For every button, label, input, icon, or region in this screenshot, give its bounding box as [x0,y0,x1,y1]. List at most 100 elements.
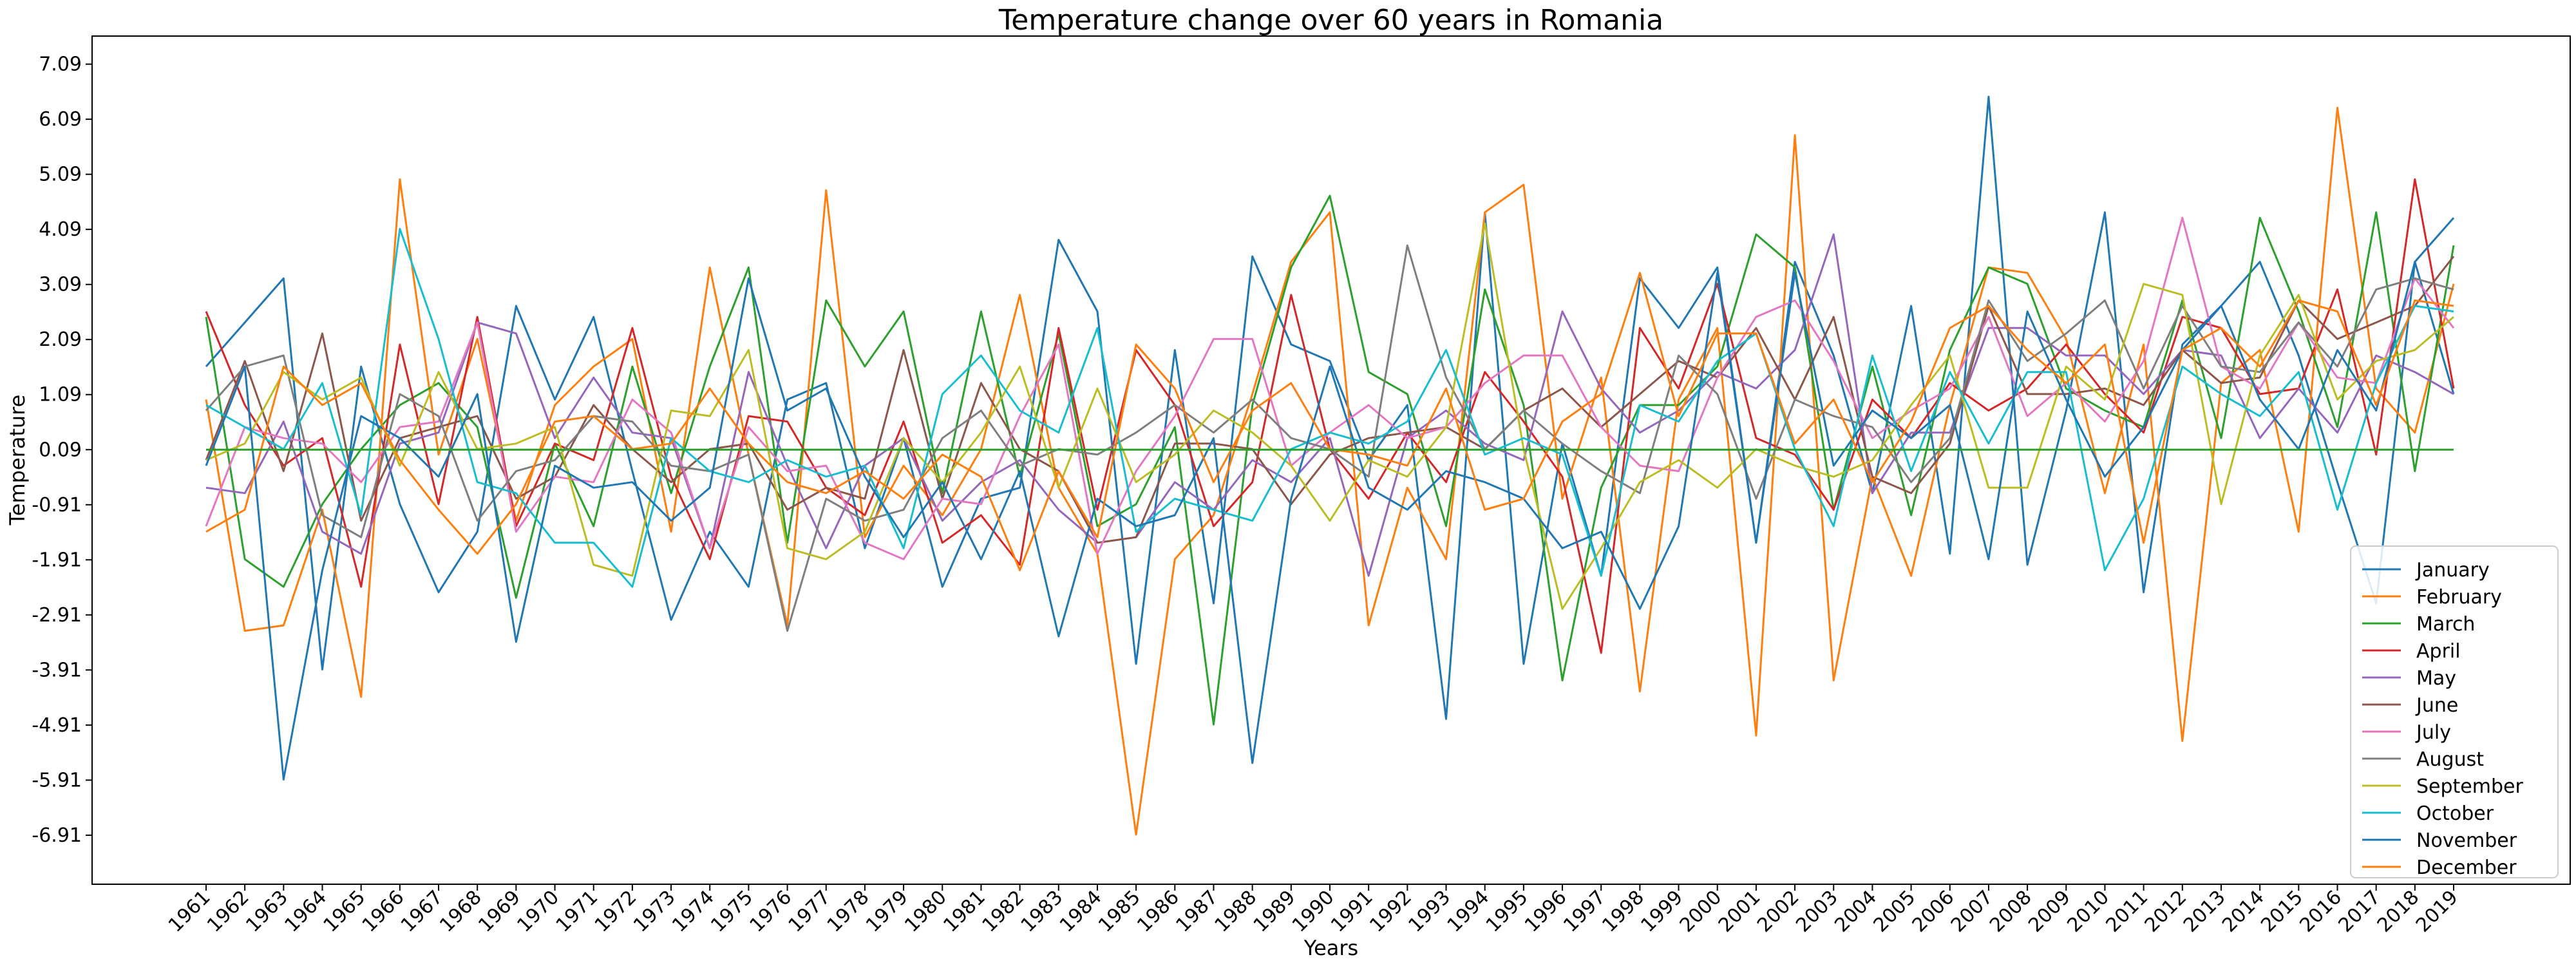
x-tick-label: 1986 [1133,886,1184,937]
x-tick-label: 1981 [939,886,990,937]
x-tick-label: 2019 [2412,886,2463,937]
x-tick-label: 1975 [706,886,757,937]
x-tick-label: 1978 [823,886,874,937]
x-tick-label: 1977 [784,886,835,937]
x-tick-label: 2008 [1985,886,2036,937]
legend-label-november: November [2416,829,2517,852]
series-line-may [205,233,2454,577]
x-tick-label: 2017 [2334,886,2385,937]
y-tick-label: 7.09 [39,53,82,76]
x-tick-label: 1966 [358,886,409,937]
series-line-january [205,95,2455,720]
y-tick-label: 4.09 [39,218,82,241]
series-line-september [205,222,2454,610]
y-tick-label: -5.91 [32,769,82,791]
y-tick-label: 3.09 [39,274,82,296]
y-tick-label: 6.09 [39,108,82,131]
x-tick-label: 1998 [1598,886,1649,937]
legend-label-october: October [2416,802,2494,825]
legend-label-march: March [2416,613,2475,636]
x-axis-label: Years [1303,936,1358,960]
x-tick-label: 2016 [2295,886,2346,937]
x-tick-label: 1971 [552,886,603,937]
legend-label-january: January [2415,559,2490,582]
x-tick-label: 1963 [242,886,292,937]
x-tick-label: 1970 [513,886,564,937]
x-tick-label: 2000 [1676,886,1727,937]
x-tick-label: 2003 [1792,886,1842,937]
x-tick-label: 2009 [2024,886,2075,937]
legend-label-september: September [2416,775,2523,798]
y-tick-label: 5.09 [39,164,82,186]
x-tick-label: 1985 [1094,886,1145,937]
legend-label-april: April [2416,640,2461,663]
x-tick-label: 1987 [1171,886,1222,937]
x-tick-label: 2014 [2218,886,2269,937]
legend-label-may: May [2416,667,2456,690]
legend-label-june: June [2415,694,2458,717]
x-tick-label: 2013 [2179,886,2230,937]
x-tick-label: 1982 [978,886,1029,937]
x-tick-label: 1992 [1365,886,1416,937]
x-tick-label: 1965 [319,886,370,937]
x-tick-label: 1968 [435,886,486,937]
x-axis: 1961196219631964196519661967196819691970… [164,884,2463,937]
legend-label-february: February [2416,586,2502,609]
x-tick-label: 1989 [1249,886,1300,937]
x-tick-label: 1994 [1443,886,1494,937]
x-tick-label: 1983 [1017,886,1068,937]
x-tick-label: 2010 [2063,886,2114,937]
x-tick-label: 1964 [280,886,331,937]
series-line-february [205,106,2455,836]
y-axis: -6.91 -5.91 -4.91 -3.91 -2.91 -1.91 -0.91 0.09 1… [32,53,92,847]
y-tick-label: -3.91 [32,659,82,681]
x-tick-label: 2001 [1714,886,1765,937]
x-tick-label: 1979 [862,886,913,937]
x-tick-label: 2002 [1753,886,1804,937]
y-tick-label: -1.91 [32,549,82,571]
chart-title: Temperature change over 60 years in Roma… [998,4,1663,37]
legend-box [2350,545,2559,878]
plot-area [91,35,2571,885]
y-tick-label: 2.09 [39,328,82,351]
x-tick-label: 2004 [1830,886,1881,937]
x-tick-label: 1988 [1211,886,1262,937]
x-tick-label: 2006 [1908,886,1959,937]
x-tick-label: 1997 [1559,886,1610,937]
x-tick-label: 1999 [1636,886,1687,937]
series-line-november [205,217,2455,781]
x-tick-label: 2018 [2373,886,2424,937]
x-tick-label: 1976 [746,886,797,937]
x-tick-label: 1973 [629,886,680,937]
x-tick-label: 1961 [164,886,215,937]
series-line-june [205,256,2455,544]
y-tick-label: -0.91 [32,494,82,516]
legend: January February March April May June July Augu… [2350,545,2559,879]
x-tick-label: 1980 [900,886,951,937]
legend-label-july: July [2415,721,2451,744]
series-line-october [205,227,2454,588]
x-tick-label: 1984 [1056,886,1106,937]
x-tick-label: 1995 [1482,886,1533,937]
x-tick-label: 1993 [1404,886,1455,937]
x-tick-label: 2012 [2141,886,2192,937]
x-tick-label: 2015 [2257,886,2307,937]
series-lines [205,95,2455,836]
y-axis-label: Temperature [5,395,30,526]
y-tick-label: 0.09 [39,439,82,461]
y-tick-label: -2.91 [32,604,82,627]
x-tick-label: 1990 [1288,886,1339,937]
y-tick-label: 1.09 [39,384,82,406]
x-tick-label: 2011 [2102,886,2153,937]
legend-label-august: August [2416,748,2484,771]
x-tick-label: 1991 [1327,886,1378,937]
x-tick-label: 1967 [397,886,448,937]
y-tick-label: -6.91 [32,824,82,847]
x-tick-label: 2007 [1947,886,1998,937]
x-tick-label: 2005 [1870,886,1920,937]
x-tick-label: 1962 [203,886,254,937]
x-tick-label: 1969 [474,886,525,937]
y-tick-label: -4.91 [32,714,82,737]
legend-label-december: December [2416,857,2517,879]
